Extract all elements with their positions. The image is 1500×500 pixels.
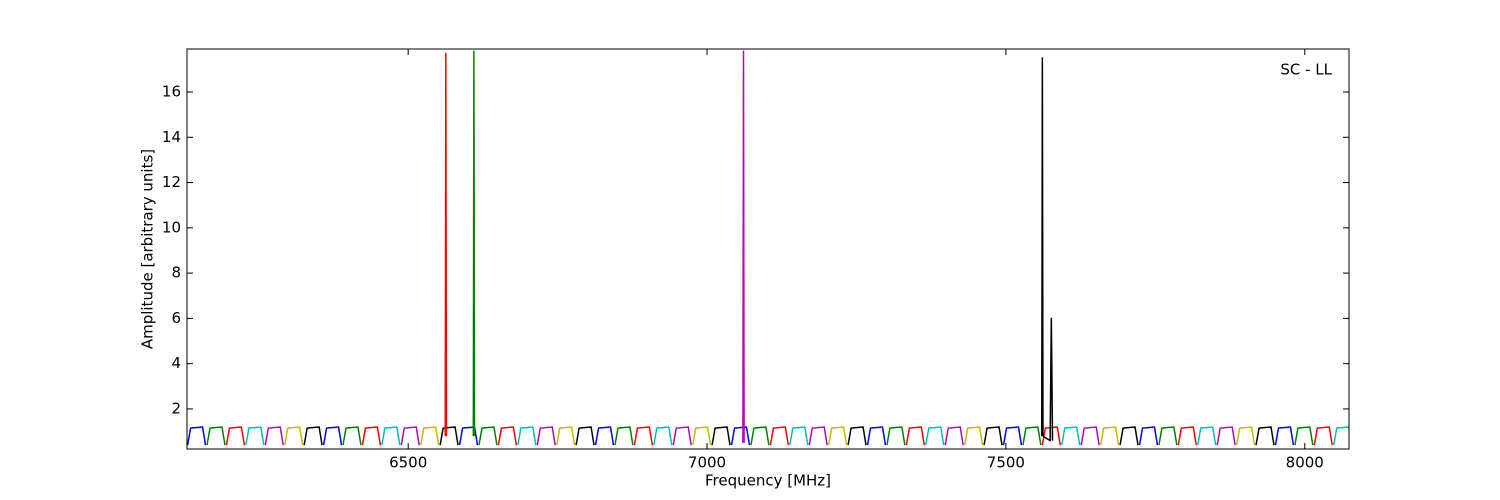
spectrum-line [225, 426, 1333, 446]
spectrum-line [1041, 57, 1054, 442]
spectrum-line [742, 50, 745, 443]
x-axis-label: Frequency [MHz] [705, 472, 831, 490]
annotation: SC - LL [1280, 61, 1332, 79]
y-tick-label: 14 [162, 128, 181, 146]
spectrum-line [187, 426, 1295, 446]
y-tick-label: 10 [162, 218, 181, 236]
y-tick-label: 2 [171, 399, 181, 417]
y-tick-label: 16 [162, 83, 181, 101]
spectrum-line [472, 50, 476, 437]
spectrum-line [303, 426, 1275, 446]
spectrum-line [283, 426, 1256, 446]
x-tick-label: 8000 [1286, 454, 1324, 472]
spectrum-line [444, 52, 448, 437]
y-tick-label: 12 [162, 173, 181, 191]
y-tick-label: 6 [171, 309, 181, 327]
y-tick-label: 8 [171, 264, 181, 282]
plot-area [187, 50, 1349, 446]
x-tick-label: 7500 [987, 454, 1025, 472]
spectrum-line [264, 426, 1236, 446]
spectrum-line [206, 426, 1314, 446]
y-axis-label: Amplitude [arbitrary units] [139, 149, 157, 349]
spectrum-line [245, 426, 1349, 446]
y-tick-label: 4 [171, 354, 181, 372]
x-tick-label: 6500 [389, 454, 427, 472]
axes-frame [186, 48, 1350, 450]
x-tick-label: 7000 [688, 454, 726, 472]
